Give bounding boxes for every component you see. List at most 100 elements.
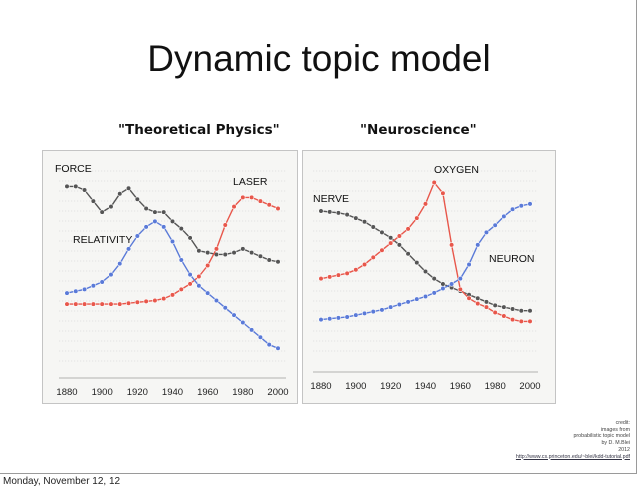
data-point [161, 209, 167, 215]
data-point [117, 301, 123, 307]
data-point [125, 300, 132, 306]
data-point [81, 301, 88, 307]
data-point [231, 312, 237, 318]
data-point [440, 281, 446, 287]
data-point [90, 198, 96, 204]
data-point [466, 261, 472, 268]
data-point [440, 190, 446, 196]
data-point [335, 210, 342, 216]
credit-line: credit: [615, 420, 630, 426]
grid [59, 170, 286, 362]
x-tick-label: 2000 [519, 381, 540, 392]
data-point [361, 219, 368, 225]
data-point [213, 246, 220, 252]
x-tick-label: 1960 [197, 387, 218, 398]
data-point [152, 209, 158, 215]
x-tick-label: 1980 [485, 381, 506, 392]
data-point [475, 295, 481, 301]
x-tick-label: 1940 [415, 381, 436, 392]
data-point [518, 308, 524, 314]
credit-line: images from [600, 426, 630, 433]
data-point [187, 235, 193, 241]
data-point [64, 301, 70, 307]
data-point [249, 194, 255, 201]
data-point [475, 301, 481, 307]
chart-physics: 1880 1900 1920 1940 1960 1980 2000 FORCE LASER RE… [55, 163, 289, 398]
data-point [405, 299, 411, 305]
data-point [370, 254, 376, 260]
chart-title-neuroscience: "Neuroscience" [360, 122, 477, 138]
data-point [422, 293, 429, 300]
x-tick-label: 1900 [345, 381, 366, 392]
data-point [275, 259, 281, 265]
data-point [169, 292, 176, 298]
chart-neuroscience: 1880 1900 1920 1940 1960 1980 2000 NERVE OXYGEN N… [310, 164, 540, 392]
data-point [266, 342, 272, 348]
data-point [257, 334, 264, 340]
data-point [240, 319, 246, 326]
data-point [152, 218, 158, 224]
data-point [335, 272, 342, 278]
data-point [143, 224, 149, 230]
data-point [379, 307, 385, 313]
data-point [222, 251, 228, 258]
data-point [169, 218, 176, 224]
data-point [134, 233, 140, 239]
x-tick-label: 1900 [92, 387, 113, 398]
data-point [405, 226, 411, 232]
data-point [205, 290, 211, 296]
data-point [187, 272, 193, 278]
data-point [196, 248, 202, 254]
x-tick-label: 1920 [380, 381, 401, 392]
data-point [327, 209, 333, 215]
data-point [143, 205, 149, 212]
data-point [361, 261, 368, 268]
data-point [449, 242, 455, 248]
data-point [379, 229, 385, 235]
data-point [405, 251, 411, 257]
chart-panel-physics: 1880 1900 1920 1940 1960 1980 2000 FORCE LASER RE… [42, 150, 298, 404]
data-point [275, 205, 281, 212]
data-point [431, 276, 437, 282]
data-point [318, 276, 324, 282]
data-point [108, 301, 114, 307]
series-label: NEURON [489, 253, 535, 265]
data-point [222, 305, 228, 311]
data-point [266, 257, 272, 263]
data-point [353, 267, 359, 273]
data-point [81, 187, 88, 193]
data-point [222, 222, 228, 228]
data-point [518, 203, 524, 209]
data-point [143, 298, 149, 304]
data-point [99, 209, 105, 215]
data-point [353, 215, 359, 221]
data-point [257, 253, 264, 259]
data-point [431, 179, 437, 186]
data-point [99, 279, 105, 285]
x-tick-label: 1920 [127, 387, 148, 398]
image-credit: credit: images from probabilistic topic … [516, 420, 630, 460]
series-force [64, 183, 281, 265]
data-point [466, 295, 472, 301]
chart-panel-neuroscience: 1880 1900 1920 1940 1960 1980 2000 NERVE OXYGEN N… [302, 150, 556, 404]
data-point [231, 203, 237, 210]
data-point [64, 183, 70, 189]
x-tick-label: 1880 [310, 381, 331, 392]
data-point [134, 196, 140, 202]
data-point [73, 183, 79, 189]
credit-link[interactable]: http://www.cs.princeton.edu/~blei/kdd-tu… [515, 453, 630, 460]
chart-title-physics: "Theoretical Physics" [118, 122, 280, 138]
series-neuron [318, 201, 533, 323]
data-point [370, 309, 376, 315]
data-point [457, 286, 463, 292]
slide-frame [0, 0, 637, 474]
data-point [205, 262, 211, 269]
data-point [527, 201, 533, 207]
data-point [344, 270, 350, 276]
series-oxygen [318, 179, 533, 324]
data-point [379, 247, 385, 253]
data-point [240, 194, 246, 201]
data-point [361, 310, 368, 316]
data-point [90, 283, 96, 289]
data-point [501, 313, 507, 319]
